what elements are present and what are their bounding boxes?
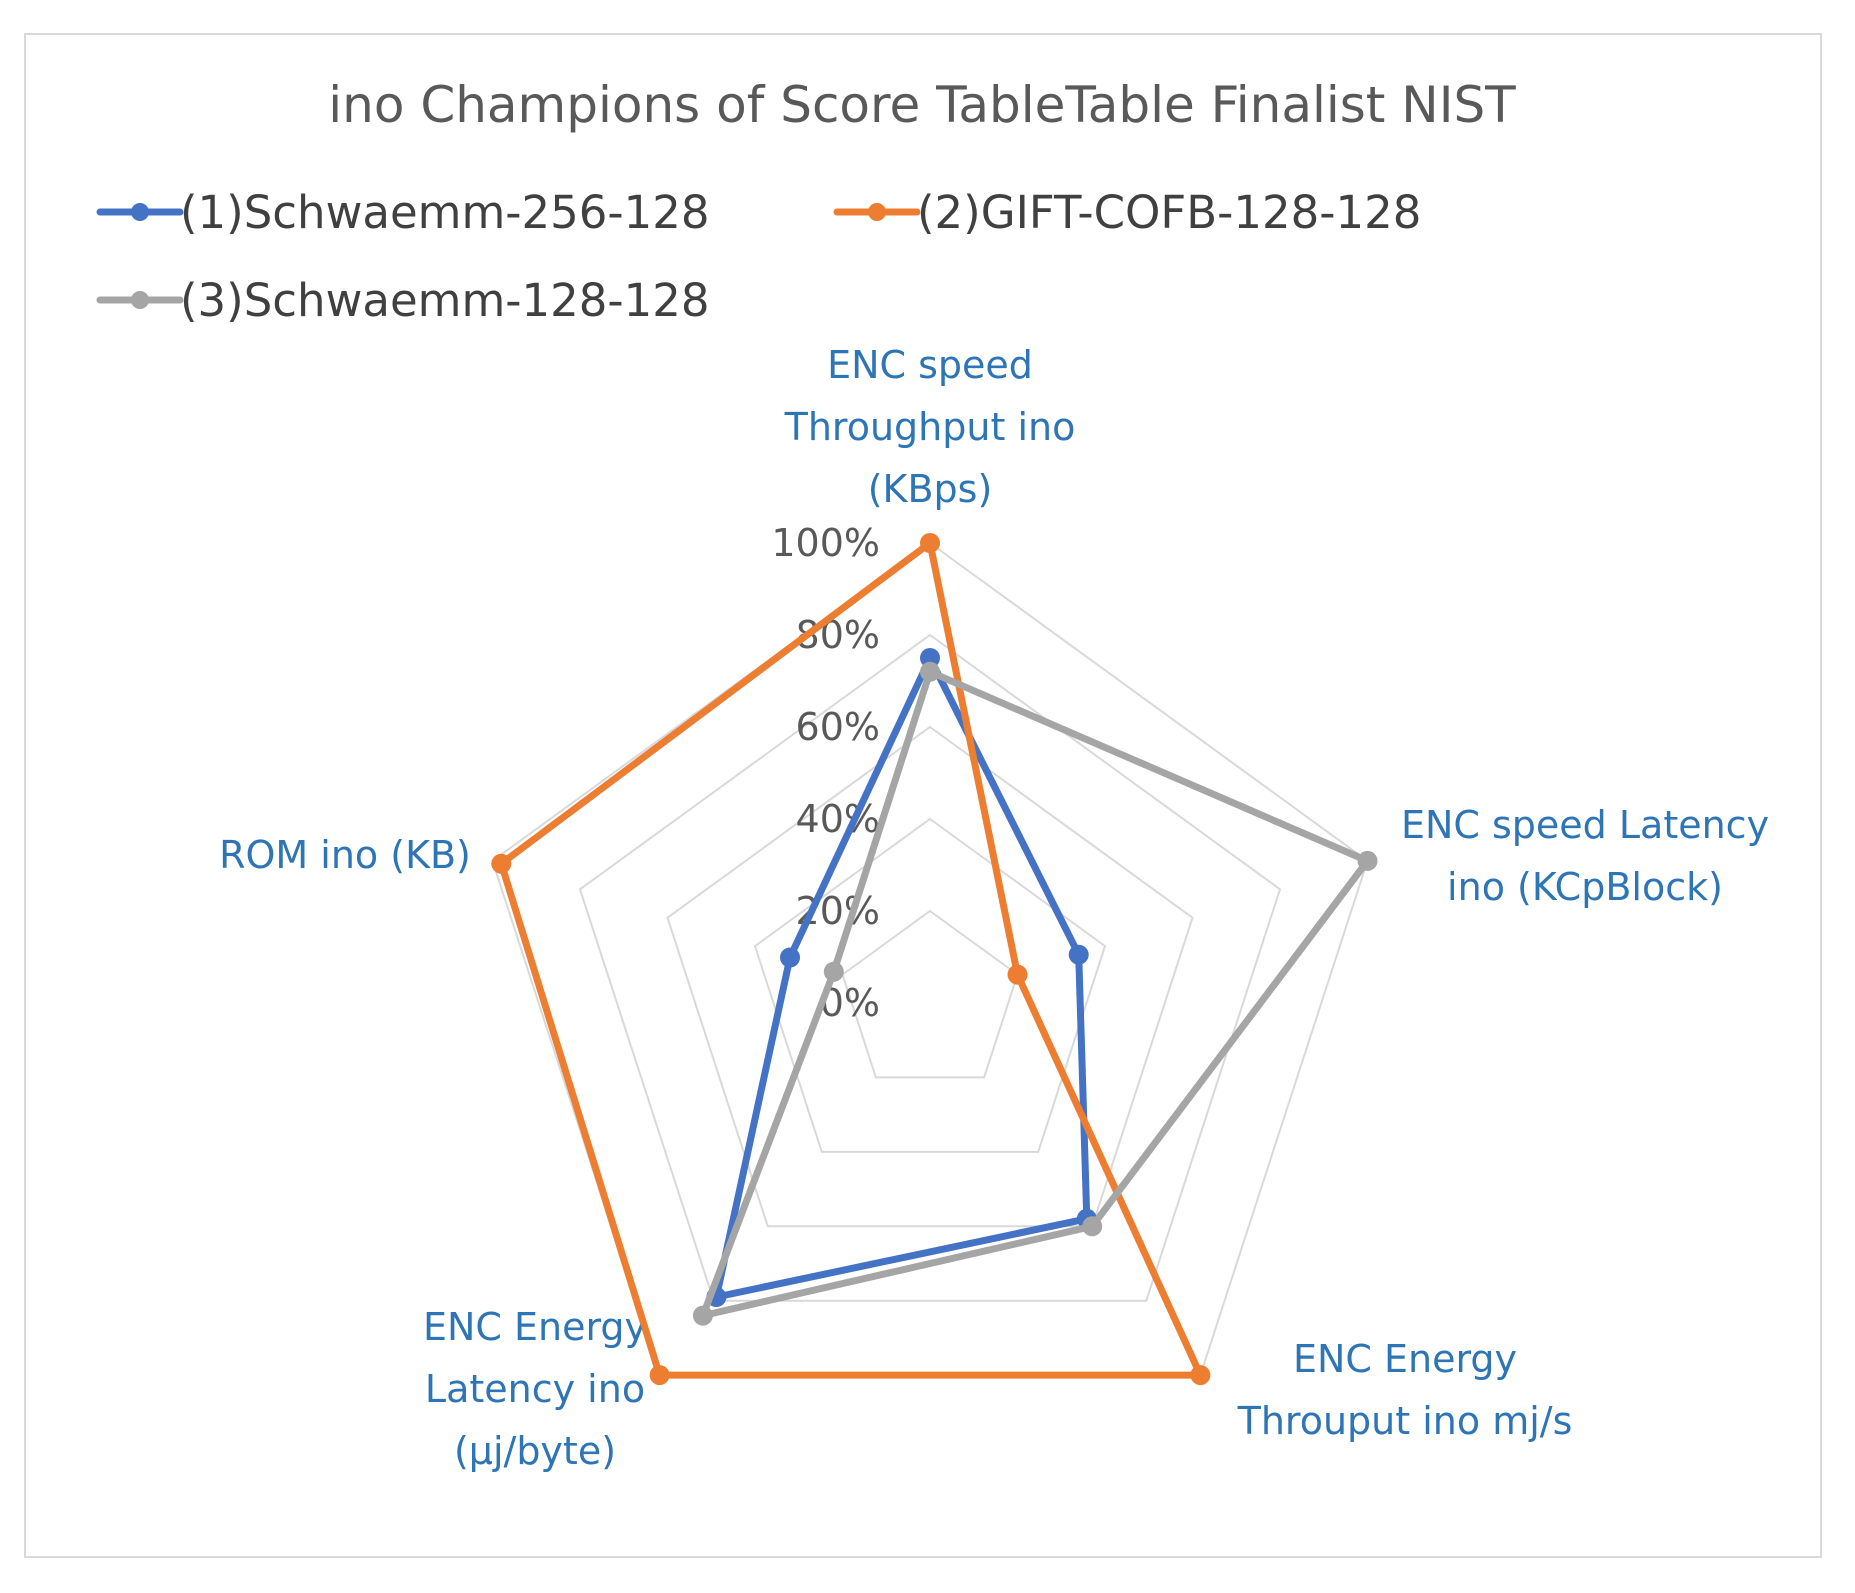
axis-labels: ENC speed Throughput ino (KBps) ENC speed L… xyxy=(219,343,1769,1473)
series-line xyxy=(699,668,1371,1320)
grid-ring-4 xyxy=(578,633,1282,1302)
data-point xyxy=(920,533,940,553)
axis-label: ENC speed Latency ino (KCpBlock) xyxy=(1401,803,1769,909)
data-point xyxy=(920,661,940,682)
series xyxy=(706,648,1097,1307)
series xyxy=(491,533,1211,1386)
data-point xyxy=(1082,1216,1103,1237)
legend-swatch-marker xyxy=(131,203,149,221)
axis-label: ENC speed Throughput ino (KBps) xyxy=(784,343,1076,511)
data-point xyxy=(823,961,844,982)
data-point xyxy=(692,1305,713,1326)
legend-swatch-marker xyxy=(131,291,149,309)
series-group xyxy=(491,533,1378,1386)
legend-swatch-marker xyxy=(868,203,886,221)
axis-label: ROM ino (KB) xyxy=(219,833,471,877)
chart-title: ino Champions of Score TableTable Finali… xyxy=(328,76,1516,134)
data-point xyxy=(491,853,512,874)
grid-ring-1 xyxy=(841,909,1019,1079)
legend-entry: (2)GIFT-COFB-128-128 xyxy=(917,186,1421,239)
grid-ring-3 xyxy=(666,725,1194,1228)
tick-label: 40% xyxy=(796,797,880,841)
tick-label: 60% xyxy=(796,705,880,749)
legend-entry: (1)Schwaemm-256-128 xyxy=(180,186,710,239)
data-point xyxy=(1357,850,1378,871)
series-line xyxy=(712,654,1091,1301)
axis-label: ENC Energy Throuput ino mj/s xyxy=(1237,1337,1573,1443)
data-point xyxy=(780,947,800,968)
data-point xyxy=(649,1365,670,1386)
axis-label: ENC Energy Latency ino (μj/byte) xyxy=(423,1305,647,1473)
data-point xyxy=(1068,944,1089,965)
legend-entry: (3)Schwaemm-128-128 xyxy=(180,274,710,327)
data-point xyxy=(1190,1365,1211,1386)
series xyxy=(692,661,1378,1326)
series-line xyxy=(497,539,1204,1379)
grid-ring-2 xyxy=(753,817,1107,1153)
data-point xyxy=(1007,964,1028,985)
legend: (1)Schwaemm-256-128 (2)GIFT-COFB-128-128 (… xyxy=(96,186,1421,327)
chart-frame xyxy=(24,33,1822,1558)
data-point xyxy=(920,648,940,668)
tick-label: 100% xyxy=(771,521,880,565)
